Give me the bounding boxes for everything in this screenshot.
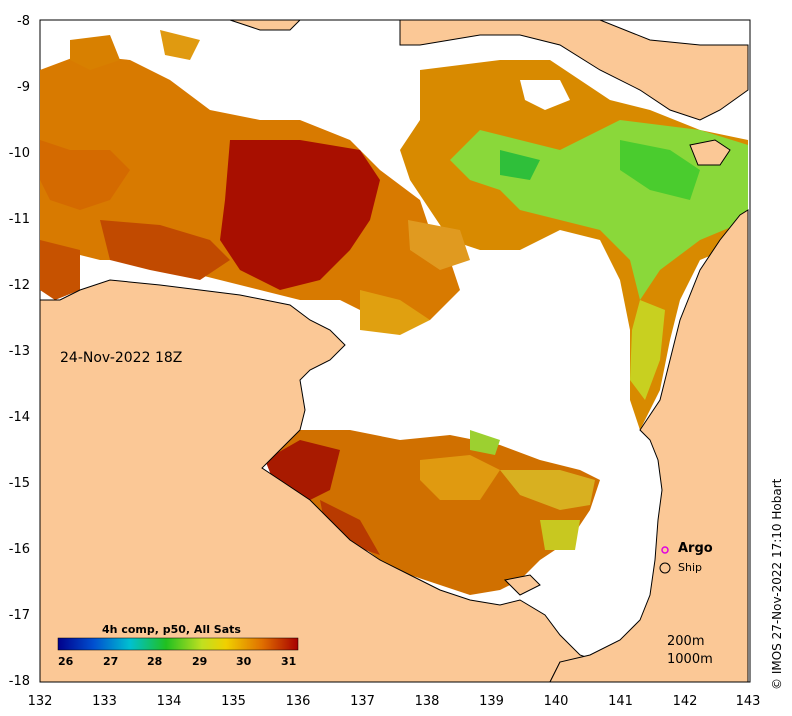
colorbar-tick: 26	[58, 655, 74, 668]
x-tick: 142	[673, 694, 698, 709]
x-tick: 141	[608, 694, 633, 709]
x-tick: 137	[350, 694, 375, 709]
date-label: 24-Nov-2022 18Z	[60, 350, 183, 366]
y-tick: -10	[9, 146, 30, 161]
x-tick: 132	[28, 694, 53, 709]
y-tick: -13	[9, 344, 30, 359]
y-tick: -9	[17, 80, 30, 95]
y-tick: -17	[9, 608, 30, 623]
x-tick: 143	[736, 694, 761, 709]
x-tick: 135	[221, 694, 246, 709]
y-axis: -8 -9 -10 -11 -12 -13 -14 -15 -16 -17 -1…	[9, 14, 30, 689]
ship-legend-label: Ship	[678, 561, 702, 574]
argo-marker-icon	[661, 546, 669, 554]
x-tick: 139	[479, 694, 504, 709]
x-axis: 132 133 134 135 136 137 138 139 140 141 …	[28, 694, 761, 709]
colorbar-title: 4h comp, p50, All Sats	[102, 623, 241, 636]
depth-label-1000: 1000m	[667, 652, 713, 667]
y-tick: -12	[9, 278, 30, 293]
sst-field	[40, 30, 748, 595]
colorbar-tick: 29	[192, 655, 208, 668]
y-tick: -11	[9, 212, 30, 227]
colorbar-tick: 28	[147, 655, 163, 668]
x-tick: 138	[415, 694, 440, 709]
ship-marker-icon	[659, 562, 671, 574]
y-tick: -14	[9, 410, 30, 425]
x-tick: 136	[286, 694, 311, 709]
colorbar	[57, 637, 299, 651]
y-tick: -8	[17, 14, 30, 29]
colorbar-tick: 31	[281, 655, 297, 668]
argo-legend-label: Argo	[678, 541, 713, 556]
x-tick: 134	[157, 694, 182, 709]
credit-text: © IMOS 27-Nov-2022 17:10 Hobart	[770, 478, 784, 690]
land	[39, 19, 749, 683]
colorbar-tick: 30	[236, 655, 252, 668]
y-tick: -18	[9, 674, 30, 689]
y-tick: -16	[9, 542, 30, 557]
colorbar-tick: 27	[103, 655, 119, 668]
depth-label-200: 200m	[667, 634, 705, 649]
x-tick: 133	[92, 694, 117, 709]
x-tick: 140	[544, 694, 569, 709]
y-tick: -15	[9, 476, 30, 491]
